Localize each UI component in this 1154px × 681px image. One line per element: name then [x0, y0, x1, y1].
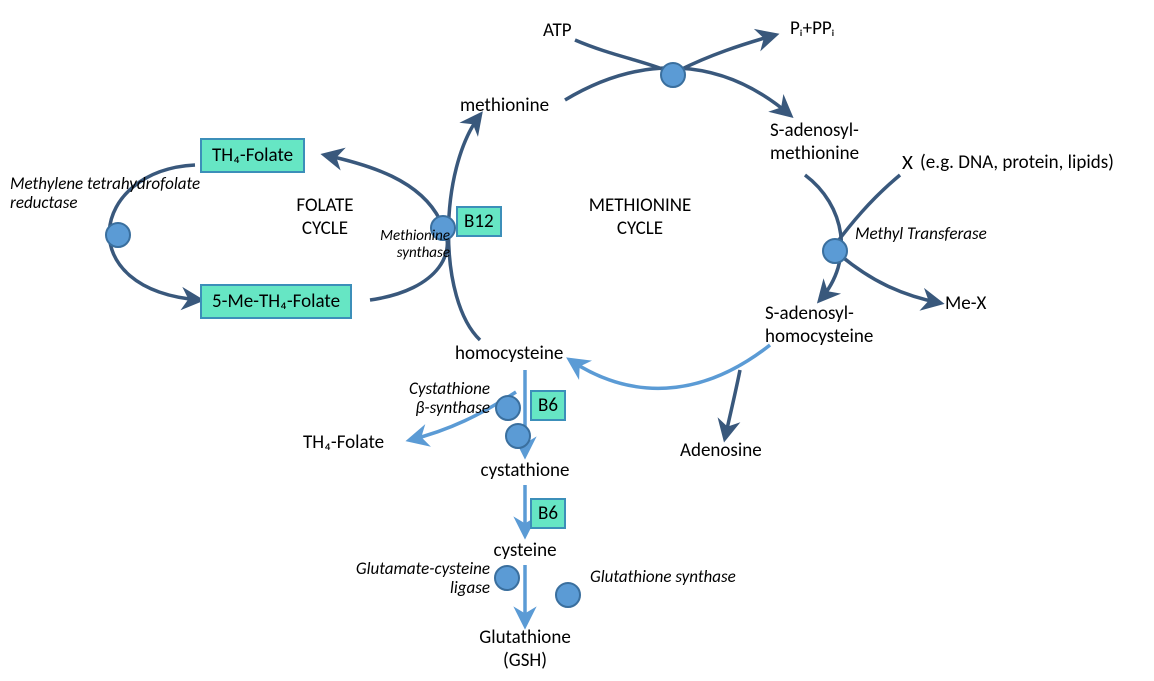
label-adenosine: Adenosine: [680, 440, 762, 463]
label-x-examples: (e.g. DNA, protein, lipids): [920, 152, 1114, 175]
enzyme-gcl: Glutamate-cysteine ligase: [355, 560, 490, 597]
folate-cycle-title: FOLATE CYCLE: [280, 195, 370, 241]
enzyme-dot-sam-synth: [660, 62, 686, 88]
enzyme-dot-th4-branch: [505, 423, 531, 449]
pathway-arrows: [0, 0, 1154, 681]
enzyme-dot-gs: [555, 582, 581, 608]
enzyme-methyl-transferase: Methyl Transferase: [855, 225, 987, 244]
enzyme-dot-gcl: [494, 565, 520, 591]
box-th4-folate-label: TH₄-Folate: [212, 144, 293, 167]
label-sam: S-adenosyl- methionine: [770, 120, 859, 166]
enzyme-dot-mthfr: [105, 222, 131, 248]
label-x: X: [902, 150, 913, 175]
box-b12: B12: [456, 206, 502, 237]
enzyme-dot-cbs: [495, 395, 521, 421]
label-cysteine: cysteine: [480, 540, 570, 563]
box-th4-folate: TH₄-Folate: [200, 138, 305, 173]
box-b6-a: B6: [530, 390, 566, 421]
label-gsh: Glutathione (GSH): [465, 627, 585, 673]
enzyme-cbs: Cystathione β-synthase: [395, 380, 490, 417]
enzyme-mthfr: Methylene tetrahydrofolate reductase: [10, 175, 230, 212]
label-methionine: methionine: [460, 95, 549, 118]
box-5meth4-folate: 5-Me-TH₄-Folate: [200, 284, 352, 319]
label-homocysteine: homocysteine: [455, 343, 563, 366]
box-5meth4-folate-label: 5-Me-TH₄-Folate: [212, 290, 340, 313]
enzyme-methionine-synthase: Methionine synthase: [370, 228, 450, 261]
label-cystathione: cystathione: [470, 460, 580, 483]
box-b6-a-label: B6: [538, 394, 558, 417]
box-b6-b-label: B6: [538, 502, 558, 525]
enzyme-dot-methyl-transferase: [822, 238, 848, 264]
label-mex: Me-X: [945, 293, 986, 316]
label-pippi: Pᵢ+PPᵢ: [790, 18, 835, 41]
label-th4folate-branch: TH₄-Folate: [303, 432, 384, 455]
box-b12-label: B12: [464, 210, 494, 233]
label-atp: ATP: [543, 20, 572, 43]
label-sah: S-adenosyl- homocysteine: [765, 303, 873, 349]
methionine-cycle-title: METHIONINE CYCLE: [575, 195, 705, 241]
box-b6-b: B6: [530, 498, 566, 529]
enzyme-gs: Glutathione synthase: [590, 568, 736, 587]
